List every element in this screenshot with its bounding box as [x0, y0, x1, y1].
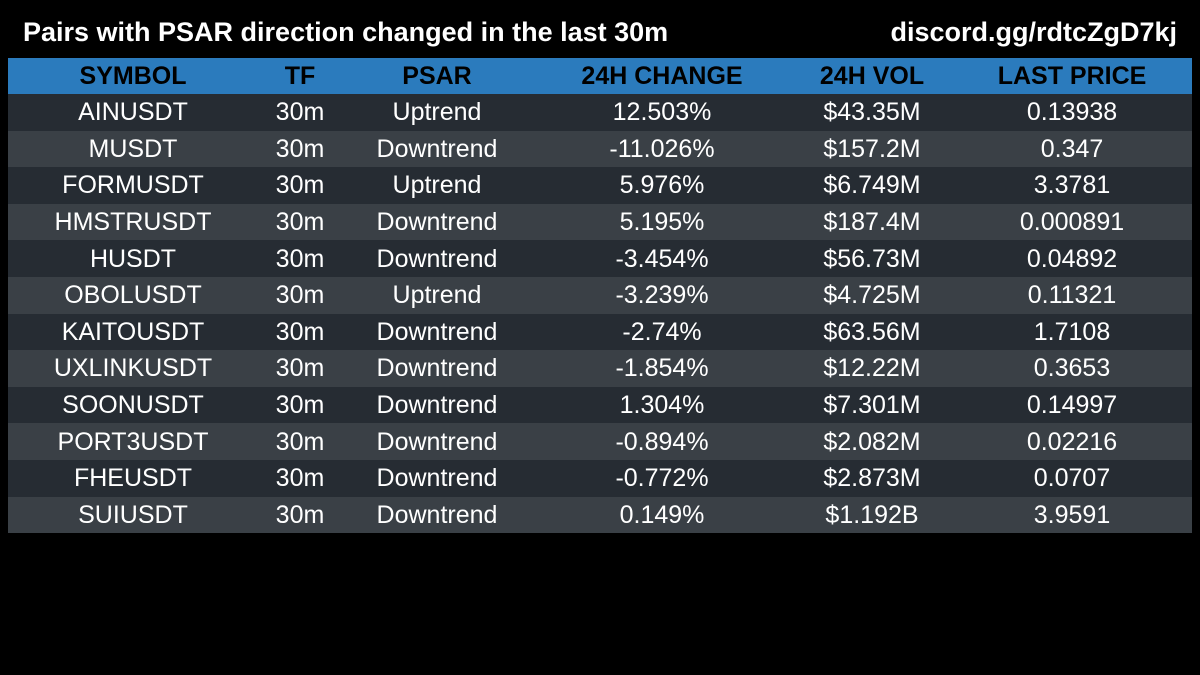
tf-cell: 30m — [275, 500, 325, 529]
volume-cell: $6.749M — [823, 171, 921, 200]
table-row: AINUSDT 30m Uptrend 12.503% $43.35M 0.13938 — [8, 94, 1192, 131]
table-row: SOONUSDT 30m Downtrend 1.304% $7.301M 0.14997 — [8, 386, 1192, 424]
volume-cell: $43.35M — [823, 98, 921, 127]
symbol-cell: SOONUSDT — [62, 391, 204, 420]
change-cell: -3.239% — [615, 281, 709, 310]
tf-cell: 30m — [275, 354, 325, 383]
table-row: FORMUSDT 30m Uptrend 5.976% $6.749M 3.3781 — [8, 167, 1192, 204]
price-cell: 0.04892 — [1026, 244, 1118, 273]
symbol-cell: OBOLUSDT — [64, 281, 202, 310]
column-header-tf: TF — [284, 62, 316, 90]
change-cell: 5.195% — [619, 208, 705, 237]
column-header-psar: PSAR — [402, 62, 472, 90]
volume-cell: $187.4M — [823, 208, 921, 237]
tf-cell: 30m — [275, 464, 325, 493]
table-header-row: SYMBOL TF PSAR 24H CHANGE 24H VOL LAST P… — [8, 58, 1192, 94]
volume-cell: $12.22M — [823, 354, 921, 383]
psar-cell: Downtrend — [376, 427, 498, 456]
volume-cell: $2.082M — [823, 427, 921, 456]
change-cell: -0.894% — [615, 427, 709, 456]
tf-cell: 30m — [275, 244, 325, 273]
symbol-cell: MUSDT — [88, 134, 178, 163]
tf-cell: 30m — [275, 427, 325, 456]
change-cell: 1.304% — [619, 391, 705, 420]
tf-cell: 30m — [275, 391, 325, 420]
discord-link[interactable]: discord.gg/rdtcZgD7kj — [890, 17, 1177, 47]
column-header-last-price: LAST PRICE — [997, 62, 1147, 90]
psar-cell: Downtrend — [376, 208, 498, 237]
tf-cell: 30m — [275, 98, 325, 127]
table-row: KAITOUSDT 30m Downtrend -2.74% $63.56M 1.7108 — [8, 313, 1192, 351]
table-row: HMSTRUSDT 30m Downtrend 5.195% $187.4M 0.0008… — [8, 203, 1192, 241]
price-cell: 0.13938 — [1026, 98, 1118, 127]
price-cell: 0.02216 — [1026, 427, 1118, 456]
change-cell: 5.976% — [619, 171, 705, 200]
tf-cell: 30m — [275, 208, 325, 237]
psar-cell: Downtrend — [376, 134, 498, 163]
volume-cell: $4.725M — [823, 281, 921, 310]
symbol-cell: HMSTRUSDT — [54, 208, 212, 237]
tf-cell: 30m — [275, 134, 325, 163]
page-title: Pairs with PSAR direction changed in the… — [23, 17, 669, 47]
psar-cell: Downtrend — [376, 500, 498, 529]
table-body: AINUSDT 30m Uptrend 12.503% $43.35M 0.13938 MU… — [8, 94, 1192, 534]
tf-cell: 30m — [275, 317, 325, 346]
psar-cell: Uptrend — [392, 281, 482, 310]
price-cell: 0.347 — [1040, 134, 1104, 163]
table-row: HUSDT 30m Downtrend -3.454% $56.73M 0.04892 — [8, 240, 1192, 277]
volume-cell: $157.2M — [823, 134, 921, 163]
table-row: PORT3USDT 30m Downtrend -0.894% $2.082M 0.022… — [8, 423, 1192, 460]
volume-cell: $63.56M — [823, 317, 921, 346]
psar-cell: Downtrend — [376, 244, 498, 273]
header-bar: Pairs with PSAR direction changed in the… — [0, 0, 1200, 60]
psar-cell: Downtrend — [376, 354, 498, 383]
price-cell: 0.3653 — [1033, 354, 1111, 383]
psar-pairs-table: SYMBOL TF PSAR 24H CHANGE 24H VOL LAST P… — [8, 58, 1192, 534]
volume-cell: $1.192B — [825, 500, 919, 529]
psar-cell: Downtrend — [376, 391, 498, 420]
change-cell: 12.503% — [612, 98, 712, 127]
change-cell: -2.74% — [622, 317, 702, 346]
table-row: SUIUSDT 30m Downtrend 0.149% $1.192B 3.9591 — [8, 496, 1192, 534]
volume-cell: $7.301M — [823, 391, 921, 420]
symbol-cell: AINUSDT — [78, 98, 188, 127]
price-cell: 0.000891 — [1019, 208, 1125, 237]
price-cell: 0.11321 — [1027, 281, 1117, 310]
symbol-cell: KAITOUSDT — [61, 317, 205, 346]
symbol-cell: HUSDT — [89, 244, 177, 273]
price-cell: 3.9591 — [1033, 500, 1111, 529]
price-cell: 0.14997 — [1026, 391, 1118, 420]
change-cell: -1.854% — [615, 354, 709, 383]
psar-cell: Downtrend — [376, 317, 498, 346]
tf-cell: 30m — [275, 171, 325, 200]
column-header-24h-change: 24H CHANGE — [581, 62, 743, 90]
table-row: FHEUSDT 30m Downtrend -0.772% $2.873M 0.0707 — [8, 459, 1192, 497]
symbol-cell: SUIUSDT — [78, 500, 188, 529]
price-cell: 3.3781 — [1033, 171, 1111, 200]
change-cell: -0.772% — [615, 464, 709, 493]
psar-cell: Downtrend — [376, 464, 498, 493]
change-cell: -3.454% — [615, 244, 709, 273]
column-header-symbol: SYMBOL — [79, 62, 187, 90]
psar-cell: Uptrend — [392, 171, 482, 200]
symbol-cell: PORT3USDT — [57, 427, 209, 456]
psar-cell: Uptrend — [392, 98, 482, 127]
volume-cell: $2.873M — [823, 464, 921, 493]
table-row: MUSDT 30m Downtrend -11.026% $157.2M 0.347 — [8, 130, 1192, 168]
symbol-cell: FORMUSDT — [62, 171, 204, 200]
volume-cell: $56.73M — [823, 244, 921, 273]
change-cell: 0.149% — [619, 500, 705, 529]
symbol-cell: FHEUSDT — [73, 464, 193, 493]
tf-cell: 30m — [275, 281, 325, 310]
change-cell: -11.026% — [609, 134, 715, 163]
price-cell: 1.7108 — [1033, 317, 1111, 346]
table-row: UXLINKUSDT 30m Downtrend -1.854% $12.22M 0.36… — [8, 350, 1192, 387]
column-header-24h-vol: 24H VOL — [819, 62, 925, 90]
price-cell: 0.0707 — [1033, 464, 1111, 493]
table-row: OBOLUSDT 30m Uptrend -3.239% $4.725M 0.11321 — [8, 276, 1192, 314]
symbol-cell: UXLINKUSDT — [53, 354, 213, 383]
